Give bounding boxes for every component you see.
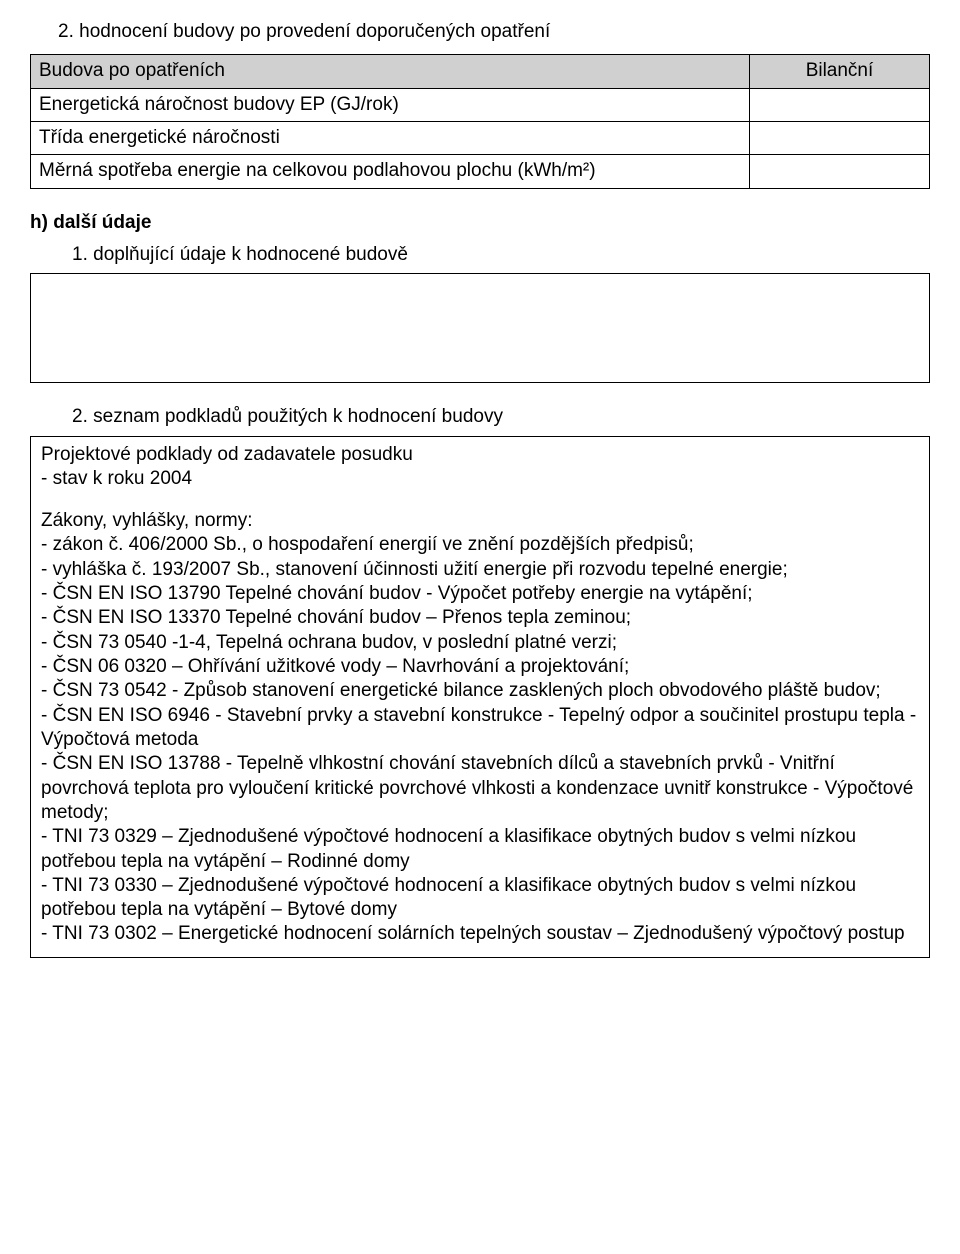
table-row-merna-val (750, 155, 930, 188)
sub-2-box: Projektové podklady od zadavatele posudk… (30, 436, 930, 958)
sub-1-heading: 1. doplňující údaje k hodnocené budově (72, 243, 930, 267)
table-hdr-right: Bilanční (750, 55, 930, 88)
box2-line: - TNI 73 0329 – Zjednodušené výpočtové h… (41, 825, 919, 874)
box2-lines: - zákon č. 406/2000 Sb., o hospodaření e… (41, 533, 919, 946)
section-h-heading: h) další údaje (30, 211, 930, 235)
box2-line: - ČSN EN ISO 13790 Tepelné chování budov… (41, 582, 919, 606)
table-row-merna: Měrná spotřeba energie na celkovou podla… (31, 155, 750, 188)
section-2-title: 2. hodnocení budovy po provedení doporuč… (58, 20, 930, 44)
table-budova-po-opatrenich: Budova po opatřeních Bilanční Energetick… (30, 54, 930, 188)
box2-para1: Projektové podklady od zadavatele posudk… (41, 443, 919, 492)
box2-p1a: Projektové podklady od zadavatele posudk… (41, 444, 413, 465)
table-hdr-left: Budova po opatřeních (31, 55, 750, 88)
box2-line: - zákon č. 406/2000 Sb., o hospodaření e… (41, 533, 919, 557)
box2-line: - vyhláška č. 193/2007 Sb., stanovení úč… (41, 558, 919, 582)
table-row-trida-val (750, 121, 930, 154)
table-row-trida: Třída energetické náročnosti (31, 121, 750, 154)
box2-line: - TNI 73 0330 – Zjednodušené výpočtové h… (41, 874, 919, 923)
box2-line: - ČSN EN ISO 6946 - Stavební prvky a sta… (41, 704, 919, 753)
box2-line: - TNI 73 0302 – Energetické hodnocení so… (41, 922, 919, 946)
box2-line: - ČSN 73 0540 -1-4, Tepelná ochrana budo… (41, 631, 919, 655)
box2-p2a: Zákony, vyhlášky, normy: (41, 509, 919, 533)
table-row-ep: Energetická náročnost budovy EP (GJ/rok) (31, 88, 750, 121)
box2-line: - ČSN EN ISO 13370 Tepelné chování budov… (41, 606, 919, 630)
box2-line: - ČSN 06 0320 – Ohřívání užitkové vody –… (41, 655, 919, 679)
box2-line: - ČSN EN ISO 13788 - Tepelně vlhkostní c… (41, 752, 919, 825)
sub-1-box (30, 273, 930, 383)
box2-line: - ČSN 73 0542 - Způsob stanovení energet… (41, 679, 919, 703)
table-row-ep-val (750, 88, 930, 121)
box2-p1b: - stav k roku 2004 (41, 468, 192, 489)
sub-2-heading: 2. seznam podkladů použitých k hodnocení… (72, 405, 930, 429)
